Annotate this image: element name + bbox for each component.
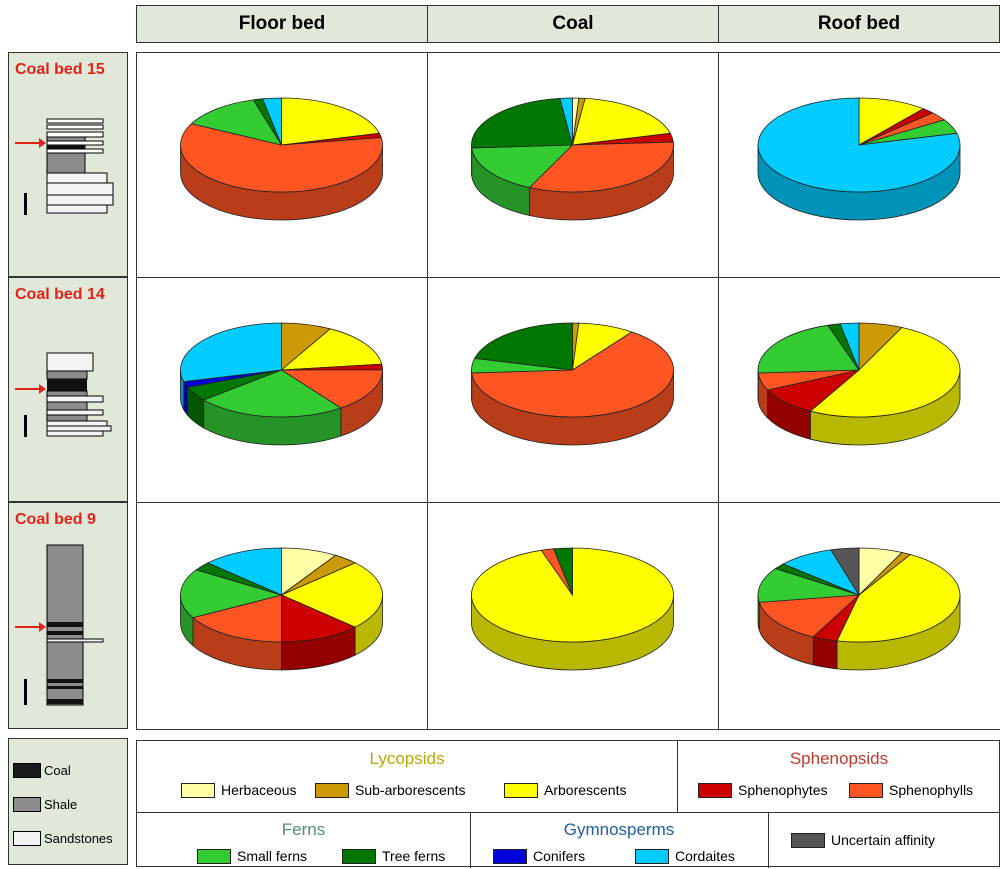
small-ferns-swatch xyxy=(197,848,231,864)
herbaceous-swatch xyxy=(181,782,215,798)
column-header-roof-bed: Roof bed xyxy=(718,5,1000,43)
legend-item-arborescents: Arborescents xyxy=(504,782,626,798)
coal-swatch xyxy=(13,763,41,778)
pie-coal-bed-15-roof-bed xyxy=(757,97,961,221)
taxa-legend: Lycopsids Herbaceous Sub-arborescents Ar… xyxy=(136,740,1000,868)
pie-slice-small-ferns xyxy=(190,99,283,146)
sphenophytes-swatch xyxy=(698,782,732,798)
legend-group-ferns: Ferns xyxy=(281,820,326,839)
legend-item-sphenophylls: Sphenophylls xyxy=(849,782,973,798)
pie-slice-tree-ferns xyxy=(552,547,573,596)
row-label-coal-bed-15: Coal bed 15 xyxy=(8,52,128,277)
pie-coal-bed-9-roof-bed xyxy=(757,547,961,671)
tree-ferns-swatch xyxy=(342,848,376,864)
pie-slice-small-ferns xyxy=(180,569,284,619)
sphenophylls-swatch xyxy=(849,782,883,798)
row-label-coal-bed-14: Coal bed 14 xyxy=(8,277,128,502)
arborescents-swatch xyxy=(504,782,538,798)
pie-slice-sphenophylls xyxy=(528,141,674,193)
pie-slice-arborescents xyxy=(858,97,925,146)
legend-item-small-ferns: Small ferns xyxy=(197,848,307,864)
pie-coal-bed-14-roof-bed xyxy=(757,322,961,446)
uncertain-affinity-swatch xyxy=(791,832,825,848)
legend-item-herbaceous: Herbaceous xyxy=(181,782,297,798)
pie-coal-bed-9-coal xyxy=(471,547,674,671)
stratigraphic-column xyxy=(15,118,114,215)
legend-item-sub-arborescents: Sub-arborescents xyxy=(315,782,466,798)
pie-slice-small-ferns xyxy=(202,369,342,418)
pie-slice-arborescents xyxy=(809,327,961,418)
pie-slice-sphenophylls xyxy=(471,331,674,418)
pie-chart-grid xyxy=(136,52,1000,730)
pie-slice-tree-ferns xyxy=(474,322,573,371)
lithology-item-coal: Coal xyxy=(13,763,71,778)
legend-item-tree-ferns: Tree ferns xyxy=(342,848,445,864)
pie-coal-bed-15-coal xyxy=(471,97,674,221)
pie-coal-bed-14-coal xyxy=(471,322,674,446)
pie-slice-sphenophylls xyxy=(280,369,383,409)
row-label-coal-bed-9: Coal bed 9 xyxy=(8,502,128,729)
legend-item-cordaites: Cordaites xyxy=(635,848,735,864)
pie-slice-arborescents xyxy=(281,97,380,146)
lithology-item-sandstones: Sandstones xyxy=(13,831,113,846)
pie-slice-small-ferns xyxy=(757,324,860,374)
row-title: Coal bed 9 xyxy=(15,511,96,528)
pie-slice-cordaites xyxy=(559,97,573,146)
pie-slice-uncertain-affinity xyxy=(830,547,860,597)
pie-slice-small-ferns xyxy=(471,144,574,188)
legend-item-sphenophytes: Sphenophytes xyxy=(698,782,828,798)
shale-swatch xyxy=(13,797,41,812)
pie-coal-bed-15-floor-bed xyxy=(180,97,383,221)
stratigraphic-column xyxy=(15,352,112,437)
pie-slice-cordaites xyxy=(261,97,282,146)
legend-item-conifers: Conifers xyxy=(493,848,585,864)
pie-slice-sphenophylls xyxy=(758,594,861,638)
pie-slice-sphenophytes xyxy=(281,594,357,643)
pie-slice-small-ferns xyxy=(757,568,860,603)
legend-group-lycopsids: Lycopsids xyxy=(369,749,445,768)
lithology-legend: Coal Shale Sandstones xyxy=(8,738,128,865)
pie-slice-sphenophylls xyxy=(180,123,383,193)
stratigraphic-column xyxy=(15,544,104,706)
sub-arborescents-swatch xyxy=(315,782,349,798)
pie-slice-arborescents xyxy=(571,97,671,146)
pie-side-sphenophytes xyxy=(812,636,838,670)
pie-slice-arborescents xyxy=(280,562,383,628)
pie-coal-bed-9-floor-bed xyxy=(180,547,383,671)
conifers-swatch xyxy=(493,848,527,864)
pie-slice-cordaites xyxy=(206,547,282,596)
pie-coal-bed-14-floor-bed xyxy=(180,322,383,446)
pie-slice-sphenophylls xyxy=(192,594,282,643)
pie-slice-cordaites xyxy=(757,97,961,193)
pie-slice-cordaites xyxy=(180,322,282,383)
legend-group-sphenopsids: Sphenopsids xyxy=(789,749,889,768)
legend-item-uncertain-affinity: Uncertain affinity xyxy=(791,832,935,848)
pie-slice-arborescents xyxy=(836,554,961,643)
row-title: Coal bed 15 xyxy=(15,61,105,78)
row-title: Coal bed 14 xyxy=(15,286,105,303)
column-header-floor-bed: Floor bed xyxy=(136,5,428,43)
column-header-coal: Coal xyxy=(427,5,719,43)
sandstones-swatch xyxy=(13,831,41,846)
pie-slice-arborescents xyxy=(280,328,383,371)
pie-slice-tree-ferns xyxy=(471,97,574,149)
legend-group-gymnosperms: Gymnosperms xyxy=(563,820,675,839)
cordaites-swatch xyxy=(635,848,669,864)
lithology-item-shale: Shale xyxy=(13,797,77,812)
pie-slice-cordaites xyxy=(839,322,860,371)
